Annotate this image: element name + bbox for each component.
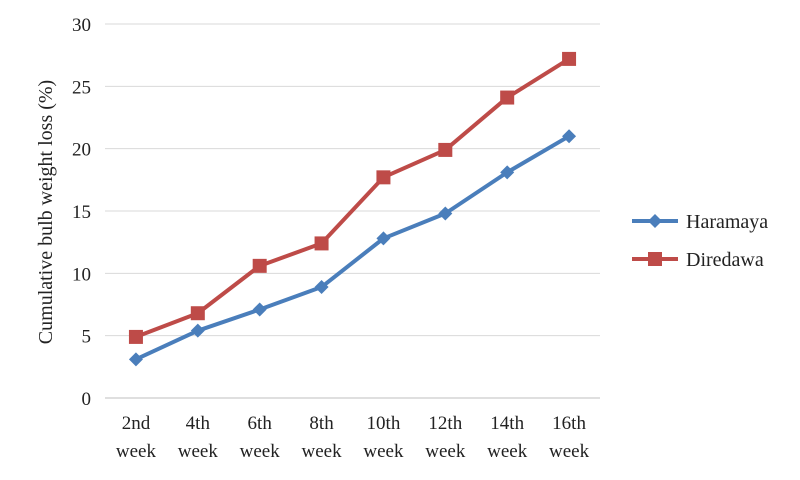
- data-point-haramaya: [128, 352, 143, 367]
- legend: Haramaya Diredawa: [632, 211, 768, 271]
- y-tick-label: 15: [72, 202, 91, 223]
- data-point-haramaya: [376, 231, 391, 246]
- data-point-haramaya: [562, 129, 577, 144]
- y-tick-label: 20: [72, 140, 91, 161]
- x-tick-label: 8th week: [302, 413, 343, 462]
- series-group: [128, 51, 577, 367]
- y-tick-label: 30: [72, 15, 91, 36]
- data-point-haramaya: [500, 165, 515, 180]
- y-tick-label: 5: [82, 327, 92, 348]
- data-point-diredawa: [128, 329, 143, 344]
- y-axis-ticks: 0 5 10 15 20 25 30: [72, 15, 91, 410]
- legend-item-haramaya: Haramaya: [632, 211, 768, 233]
- x-tick-label: 14th week: [487, 413, 528, 462]
- x-axis: 2nd week 4th week 6th week 8th week 10th week 12th…: [105, 397, 600, 462]
- y-tick-label: 25: [72, 77, 91, 98]
- data-point-diredawa: [500, 90, 515, 105]
- x-tick-label: 16th week: [549, 413, 590, 462]
- series-haramaya: [128, 129, 577, 367]
- x-tick-label: 2nd week: [116, 413, 157, 462]
- legend-label: Diredawa: [686, 249, 764, 271]
- data-point-haramaya: [190, 323, 205, 338]
- data-point-diredawa: [190, 306, 205, 321]
- series-line-haramaya: [135, 134, 571, 362]
- x-tick-label: 10th week: [363, 413, 404, 462]
- x-tick-label: 12th week: [425, 413, 466, 462]
- y-tick-label: 0: [82, 389, 92, 410]
- series-diredawa: [128, 51, 577, 344]
- data-point-diredawa: [562, 51, 577, 66]
- legend-marker: [648, 214, 662, 228]
- data-point-diredawa: [252, 258, 267, 273]
- data-point-diredawa: [376, 170, 391, 185]
- legend-item-diredawa: Diredawa: [632, 249, 764, 271]
- x-tick-label: 4th week: [178, 413, 219, 462]
- legend-label: Haramaya: [686, 211, 768, 233]
- legend-marker: [648, 252, 662, 266]
- x-tick-label: 6th week: [240, 413, 281, 462]
- data-point-haramaya: [314, 280, 329, 295]
- data-point-haramaya: [252, 302, 267, 317]
- data-point-diredawa: [314, 236, 329, 251]
- y-tick-label: 10: [72, 264, 91, 285]
- data-point-diredawa: [438, 142, 453, 157]
- data-point-haramaya: [438, 206, 453, 221]
- y-axis-title: Cumulative bulb weight loss (%): [35, 80, 57, 344]
- series-line-diredawa: [135, 57, 571, 339]
